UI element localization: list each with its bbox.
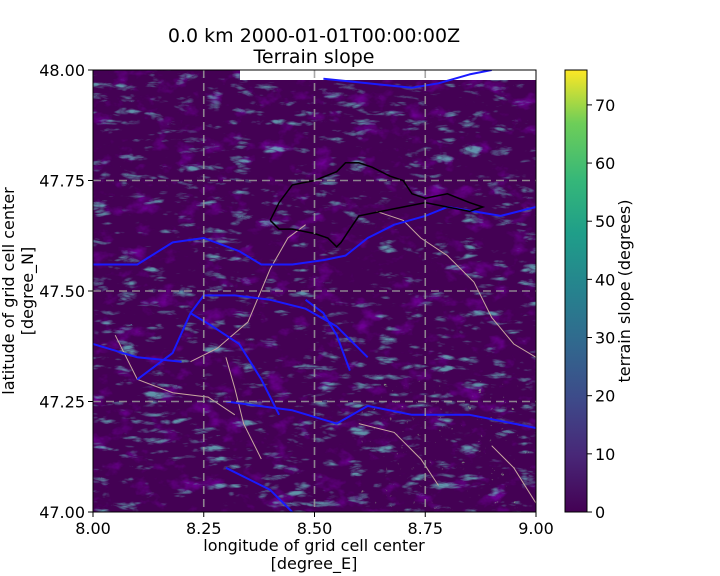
colorbar-tick-label: 10 (595, 445, 615, 464)
x-tick-label: 8.50 (297, 519, 333, 538)
country-border (269, 162, 486, 248)
admin-border-4 (358, 423, 439, 486)
colorbar-tick-label: 60 (595, 154, 615, 173)
colorbar-label: terrain slope (degrees) (615, 199, 634, 382)
river-3 (136, 312, 192, 381)
admin-border-2 (225, 357, 262, 460)
y-axis-label: latitude of grid cell center (0, 187, 18, 395)
plot-area (93, 70, 536, 512)
y-tick-label: 47.25 (39, 393, 85, 412)
admin-border-5 (491, 445, 536, 504)
admin-borders (114, 210, 536, 504)
country-border-line (269, 162, 486, 248)
rivers (93, 70, 536, 512)
admin-border-0 (190, 224, 306, 363)
colorbar-tick-label: 40 (595, 270, 615, 289)
river-8 (93, 343, 182, 363)
y-axis: 47.00 47.25 47.50 47.75 48.00 (39, 61, 93, 522)
river-6 (225, 466, 294, 512)
x-tick-label: 8.75 (407, 519, 443, 538)
chart-subtitle: Terrain slope (253, 46, 375, 68)
colorbar-ticks: 0 10 20 30 40 50 60 70 (587, 96, 615, 522)
colorbar-tick-label: 70 (595, 96, 615, 115)
admin-border-3 (114, 334, 236, 416)
x-tick-label: 9.00 (518, 519, 554, 538)
colorbar-tick-label: 0 (595, 503, 605, 522)
alpine-steep-slopes (360, 380, 536, 512)
river-5 (225, 400, 536, 429)
x-axis-unit: [degree_E] (271, 554, 358, 574)
y-axis-unit: [degree_N] (18, 247, 38, 336)
x-axis-label: longitude of grid cell center (203, 536, 425, 555)
y-tick-label: 47.75 (39, 172, 85, 191)
colorbar-tick-label: 30 (595, 329, 615, 348)
colorbar-tick-label: 50 (595, 212, 615, 231)
colorbar-tick-label: 20 (595, 387, 615, 406)
y-tick-label: 47.00 (39, 503, 85, 522)
river-2 (189, 312, 280, 416)
gridlines (93, 70, 536, 512)
x-axis: 8.00 8.25 8.50 8.75 9.00 (75, 512, 554, 538)
colorbar (564, 69, 588, 513)
y-tick-label: 48.00 (39, 61, 85, 80)
x-tick-label: 8.00 (75, 519, 111, 538)
no-data-strip (240, 70, 536, 80)
y-tick-label: 47.50 (39, 282, 85, 301)
admin-border-1 (376, 210, 536, 358)
chart-title: 0.0 km 2000-01-01T00:00:00Z (168, 25, 460, 47)
x-tick-label: 8.25 (186, 519, 222, 538)
